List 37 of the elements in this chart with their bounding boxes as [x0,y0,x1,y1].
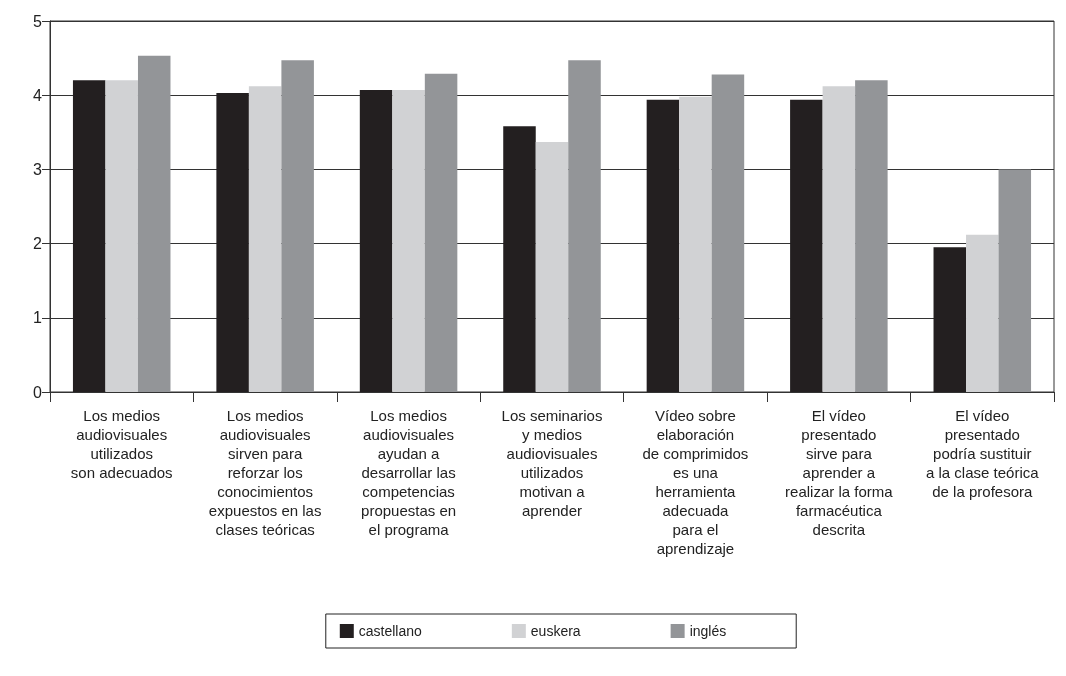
x-tick-label: Los medios audiovisuales sirven para reforzar los conocimientos expuestos en las clases teóricas [208,407,322,538]
x-tick-label: Los medios audiovisuales utilizados son adecuados [70,407,173,481]
bar [535,141,569,392]
bar [503,126,536,392]
y-tick-label: 4 [33,86,43,104]
bar [711,74,745,392]
legend-label: inglés [689,623,727,639]
x-tick-label: El vídeo presentado podría sustituir a la clase teórica de la profesora [926,407,1040,500]
bar [790,99,823,392]
bar [424,73,458,392]
y-tick-label: 0 [33,383,43,401]
x-tick-label: Los seminarios y medios audiovisuales utilizados motivan a aprender [501,407,603,519]
bar [998,169,1032,392]
bar [248,86,282,392]
legend-label: castellano [358,623,423,639]
y-tick-label: 2 [33,235,43,253]
x-tick-label: El vídeo presentado sirve para aprender a realizar la forma farmacéutica descrita [785,407,894,538]
bar [137,55,171,392]
bar [72,80,106,392]
bar [359,90,393,392]
bar [966,234,999,392]
y-tick-label: 5 [33,12,43,30]
legend-label: euskera [530,623,581,639]
x-tick-label: Los medios audiovisuales ayudan a desarrollar las competencias propuestas en el programa [361,407,457,538]
bar [855,80,888,392]
y-tick-label: 1 [33,309,43,327]
bar [933,247,967,392]
x-tick-label: Vídeo sobre elaboración de comprimidos es una herramienta adecuada para el aprendizaje [642,407,749,557]
bar [105,80,138,392]
bar [568,60,601,392]
bar [281,60,314,392]
bar [822,86,856,392]
bar [216,92,249,392]
bar [392,90,425,392]
y-tick-label: 3 [33,160,43,178]
bar [646,99,680,392]
bar [679,96,712,392]
